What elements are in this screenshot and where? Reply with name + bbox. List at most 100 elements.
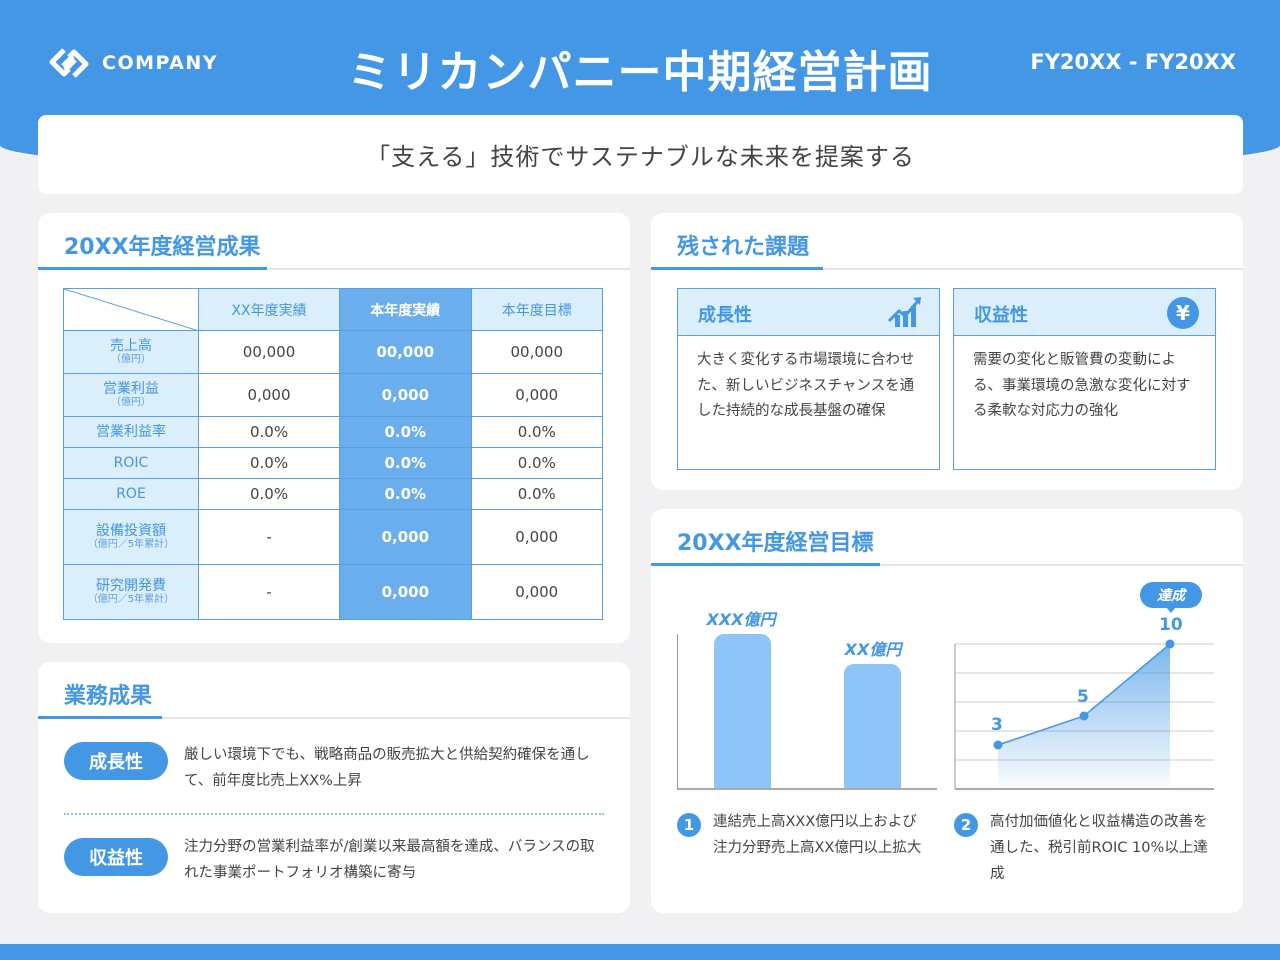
- issues-card-header: 残された課題: [651, 213, 1243, 270]
- table-cell: 0,000: [339, 509, 472, 565]
- table-row: 売上高 （億円） 00,000 00,000 00,000: [63, 330, 604, 374]
- issue-box-growth: 成長性 大きく変化する市場環境に合わせた、新しいビジネスチャンスを通した持続的な…: [677, 288, 940, 470]
- title-underline: [651, 267, 823, 270]
- issue-text: 大きく変化する市場環境に合わせた、新しいビジネスチャンスを通した持続的な成長基盤…: [697, 352, 915, 419]
- goals-card-header: 20XX年度経営目標: [651, 509, 1243, 566]
- bar-label: XX億円: [844, 640, 902, 659]
- issue-heading: 成長性: [698, 305, 752, 326]
- results-card: 20XX年度経営成果 XX年度実績 本年度実績 本年度目標 売上高 （億円） 00…: [38, 213, 630, 643]
- row-header: 売上高 （億円）: [63, 330, 199, 374]
- table-row: ROE 0.0% 0.0% 0.0%: [63, 478, 604, 510]
- issue-heading: 収益性: [974, 305, 1028, 326]
- table-cell: 0,000: [470, 373, 604, 417]
- table-cell: 0.0%: [197, 416, 341, 448]
- table-cell: 0,000: [339, 564, 472, 620]
- achieved-badge: 達成: [1140, 582, 1202, 613]
- row-header: 営業利益率: [63, 416, 199, 448]
- business-card-header: 業務成果: [38, 662, 630, 719]
- point-label: 3: [991, 715, 1003, 735]
- business-item-text: 注力分野の営業利益率が/創業以来最高額を達成、バランスの取れた事業ポートフォリオ…: [184, 839, 595, 881]
- table-cell: 0.0%: [339, 447, 472, 479]
- table-cell: 0.0%: [339, 416, 472, 448]
- growth-chart-icon: [887, 297, 921, 327]
- period-label: FY20XX - FY20XX: [1030, 50, 1236, 74]
- col-header: XX年度実績: [197, 288, 341, 331]
- business-title: 業務成果: [64, 684, 153, 709]
- goal-item: 2 高付加価値化と収益構造の改善を通した、税引前ROIC 10%以上達成: [954, 809, 1214, 887]
- goals-card: 20XX年度経営目標 XXX億円 XX億円 3 5 10: [651, 509, 1243, 913]
- point-label: 5: [1077, 687, 1089, 707]
- roic-area-chart: [954, 639, 1214, 790]
- table-cell: 0.0%: [470, 416, 604, 448]
- goal-number: 2: [954, 813, 978, 837]
- tagline: 「支える」技術でサステナブルな未来を提案する: [366, 143, 915, 171]
- table-row: 研究開発費 （億円／5年累計） - 0,000 0,000: [63, 564, 604, 620]
- table-cell: 00,000: [470, 330, 604, 374]
- table-cell: 0,000: [470, 509, 604, 565]
- title-underline: [38, 716, 162, 719]
- table-cell: 0,000: [470, 564, 604, 620]
- dotted-divider: [64, 813, 604, 815]
- table-cell: 00,000: [197, 330, 341, 374]
- row-header: 研究開発費 （億円／5年累計）: [63, 564, 199, 620]
- goal-number: 1: [677, 813, 701, 837]
- yen-icon: ¥: [1167, 297, 1199, 329]
- table-row: 営業利益 （億円） 0,000 0,000 0,000: [63, 373, 604, 417]
- chain-link-icon: [49, 48, 89, 78]
- results-card-header: 20XX年度経営成果: [38, 213, 630, 270]
- business-item-text: 厳しい環境下でも、戦略商品の販売拡大と供給契約確保を通して、前年度比売上XX%上…: [184, 747, 590, 789]
- results-title: 20XX年度経営成果: [64, 235, 261, 260]
- business-item: 成長性 厳しい環境下でも、戦略商品の販売拡大と供給契約確保を通して、前年度比売上…: [64, 742, 604, 794]
- business-card: 業務成果 成長性 厳しい環境下でも、戦略商品の販売拡大と供給契約確保を通して、前…: [38, 662, 630, 913]
- tagline-card: 「支える」技術でサステナブルな未来を提案する: [38, 115, 1243, 194]
- logo-text: COMPANY: [102, 52, 219, 74]
- table-row: ROIC 0.0% 0.0% 0.0%: [63, 447, 604, 479]
- row-header: ROIC: [63, 447, 199, 479]
- growth-tag: 成長性: [64, 742, 168, 780]
- page-title: ミリカンパニー中期経営計画: [347, 47, 933, 98]
- goal-item: 1 連結売上高XXX億円以上および注力分野売上高XX億円以上拡大: [677, 809, 927, 861]
- bar-chart: [677, 634, 937, 790]
- table-cell: 0.0%: [197, 478, 341, 510]
- table-header-row: XX年度実績 本年度実績 本年度目標: [63, 288, 604, 331]
- profitability-tag: 収益性: [64, 838, 168, 876]
- bar-consolidated-sales: [714, 634, 771, 788]
- row-header: ROE: [63, 478, 199, 510]
- col-header: 本年度実績: [339, 288, 472, 331]
- table-cell: -: [197, 564, 341, 620]
- table-cell: 0.0%: [470, 447, 604, 479]
- goal-text: 高付加価値化と収益構造の改善を通した、税引前ROIC 10%以上達成: [990, 814, 1208, 882]
- issues-card: 残された課題 成長性 大きく変化する市場環境に合わせた、新しいビジネスチャンスを…: [651, 213, 1243, 490]
- issues-title: 残された課題: [677, 235, 810, 260]
- bar-label: XXX億円: [706, 610, 776, 629]
- table-cell: 0,000: [197, 373, 341, 417]
- table-row: 営業利益率 0.0% 0.0% 0.0%: [63, 416, 604, 448]
- goals-title: 20XX年度経営目標: [677, 531, 874, 556]
- badge-pointer: [1166, 607, 1176, 613]
- goal-text: 連結売上高XXX億円以上および注力分野売上高XX億円以上拡大: [713, 814, 922, 856]
- results-table: XX年度実績 本年度実績 本年度目標 売上高 （億円） 00,000 00,000…: [63, 288, 604, 620]
- issue-text: 需要の変化と販管費の変動による、事業環境の急激な変化に対する柔軟な対応力の強化: [973, 352, 1191, 419]
- table-cell: 00,000: [339, 330, 472, 374]
- bar-focus-sales: [844, 664, 901, 788]
- footer-bar: [0, 944, 1280, 960]
- row-header: 設備投資額 （億円／5年累計）: [63, 509, 199, 565]
- col-header: 本年度目標: [470, 288, 604, 331]
- table-cell: 0.0%: [339, 478, 472, 510]
- diagonal-line: [64, 289, 199, 331]
- issue-head: 収益性 ¥: [954, 289, 1215, 336]
- row-header: 営業利益 （億円）: [63, 373, 199, 417]
- table-row: 設備投資額 （億円／5年累計） - 0,000 0,000: [63, 509, 604, 565]
- issue-box-profitability: 収益性 ¥ 需要の変化と販管費の変動による、事業環境の急激な変化に対する柔軟な対…: [953, 288, 1216, 470]
- corner-cell: [63, 288, 199, 331]
- title-underline: [651, 563, 880, 566]
- business-item: 収益性 注力分野の営業利益率が/創業以来最高額を達成、バランスの取れた事業ポート…: [64, 834, 604, 886]
- title-underline: [38, 267, 267, 270]
- table-cell: 0,000: [339, 373, 472, 417]
- issue-head: 成長性: [678, 289, 939, 336]
- company-logo: COMPANY: [44, 44, 218, 82]
- table-cell: 0.0%: [470, 478, 604, 510]
- table-cell: -: [197, 509, 341, 565]
- table-cell: 0.0%: [197, 447, 341, 479]
- point-label: 10: [1159, 615, 1183, 635]
